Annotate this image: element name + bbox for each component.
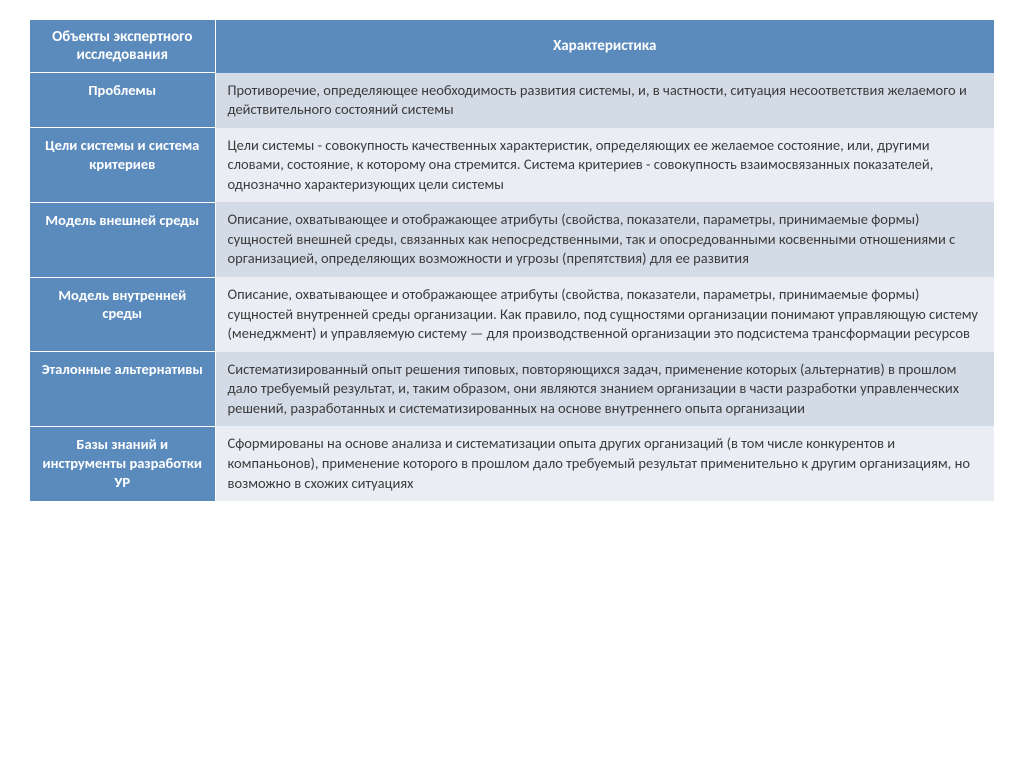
row-label: Эталонные альтернативы <box>30 352 215 427</box>
row-content: Описание, охватывающее и отображающее ат… <box>215 202 994 277</box>
table-row: Эталонные альтернативы Систематизированн… <box>30 352 994 427</box>
expert-objects-table: Объекты экспертного исследования Характе… <box>30 20 994 501</box>
header-characteristic: Характеристика <box>215 20 994 73</box>
table-row: Базы знаний и инструменты разработки УР … <box>30 426 994 501</box>
row-label: Проблемы <box>30 73 215 128</box>
row-content: Противоречие, определяющее необходимость… <box>215 73 994 128</box>
table-header-row: Объекты экспертного исследования Характе… <box>30 20 994 73</box>
row-content: Сформированы на основе анализа и система… <box>215 426 994 501</box>
row-content: Систематизированный опыт решения типовых… <box>215 352 994 427</box>
row-label: Модель внутренней среды <box>30 277 215 352</box>
table-row: Модель внешней среды Описание, охватываю… <box>30 202 994 277</box>
table-row: Цели системы и система критериев Цели си… <box>30 128 994 203</box>
row-label: Модель внешней среды <box>30 202 215 277</box>
table-row: Модель внутренней среды Описание, охваты… <box>30 277 994 352</box>
row-label: Цели системы и система критериев <box>30 128 215 203</box>
row-content: Цели системы - совокупность качественных… <box>215 128 994 203</box>
row-label: Базы знаний и инструменты разработки УР <box>30 426 215 501</box>
row-content: Описание, охватывающее и отображающее ат… <box>215 277 994 352</box>
table-row: Проблемы Противоречие, определяющее необ… <box>30 73 994 128</box>
header-objects: Объекты экспертного исследования <box>30 20 215 73</box>
